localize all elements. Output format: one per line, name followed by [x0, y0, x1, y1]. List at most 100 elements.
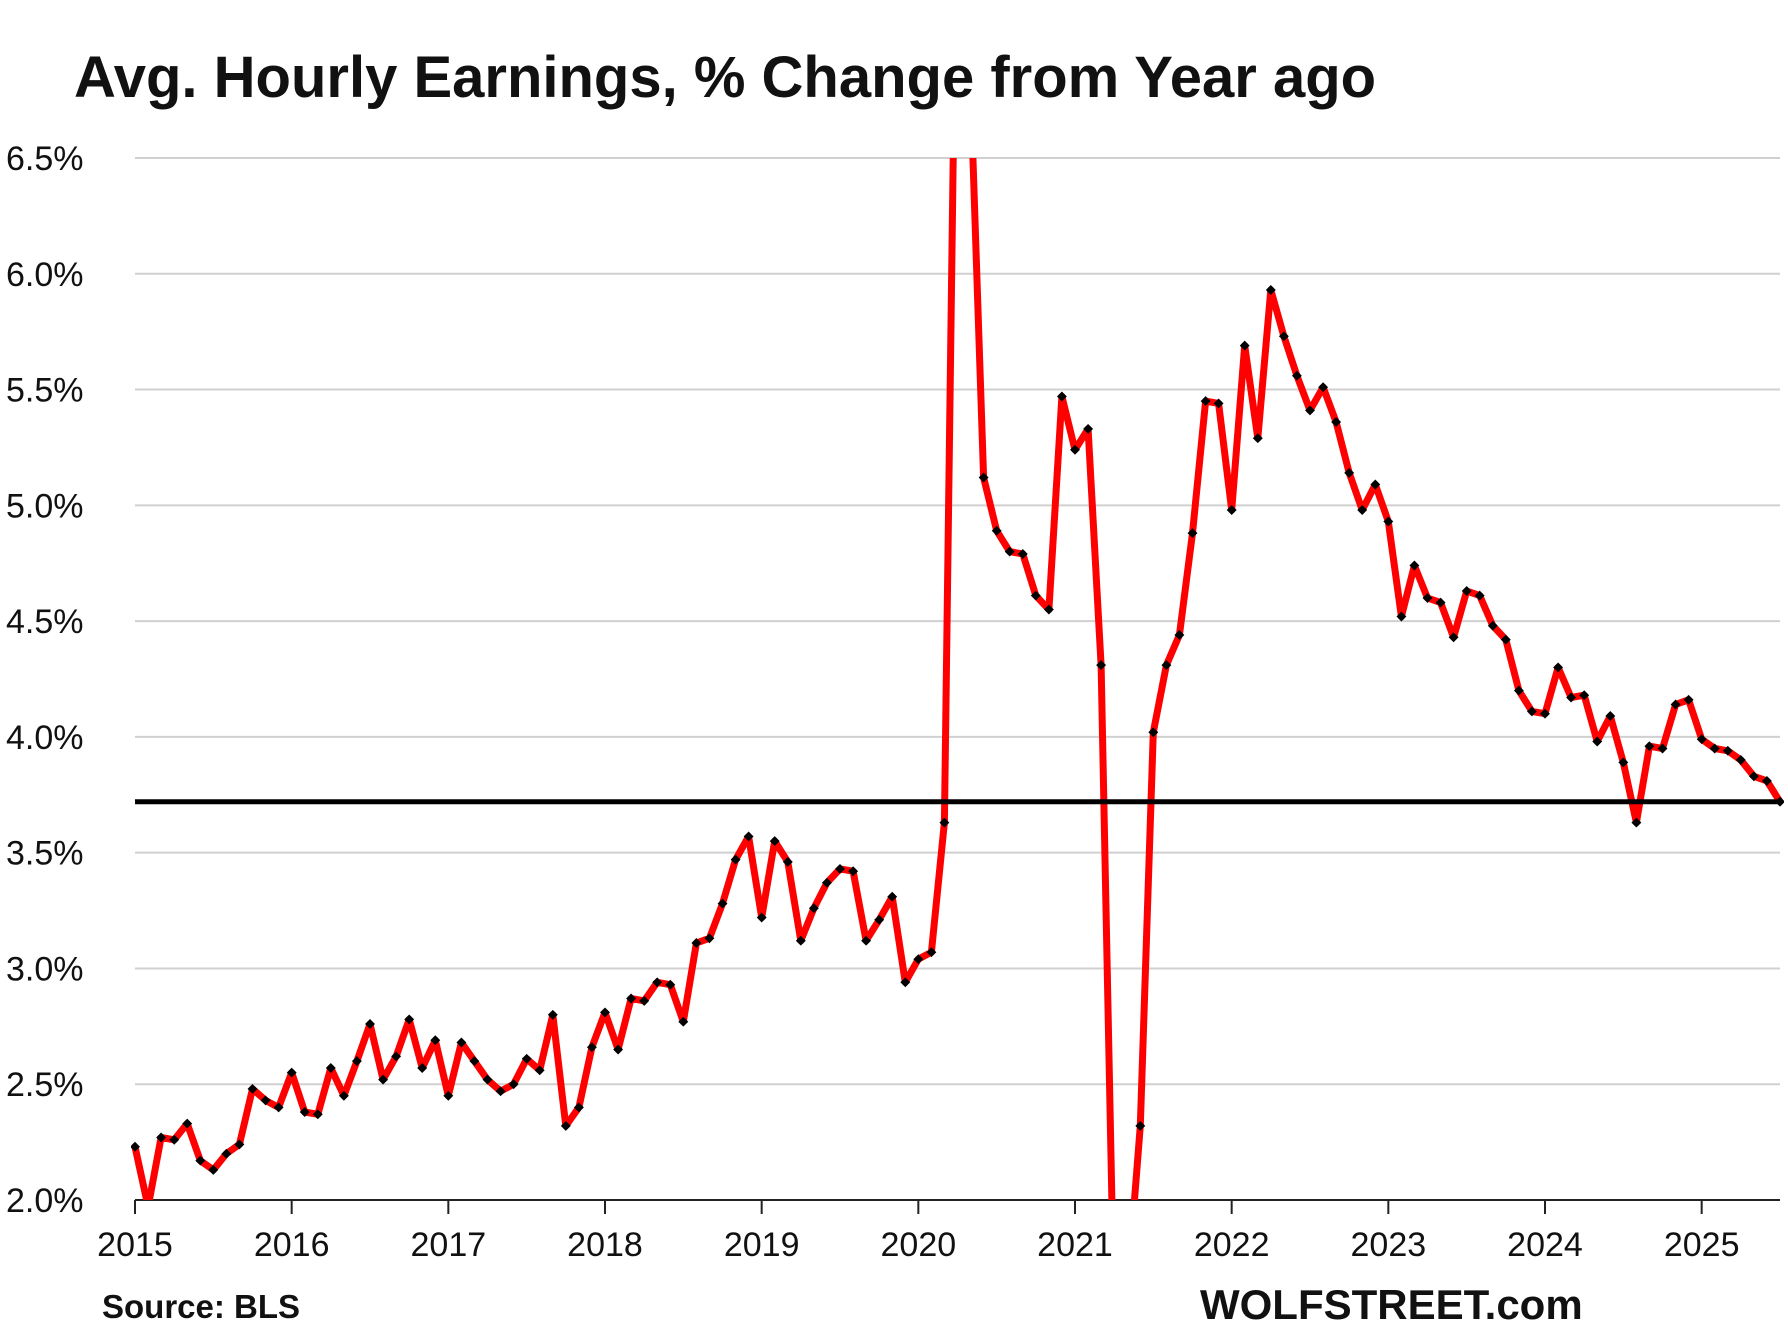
- data-point: [966, 84, 976, 94]
- data-point: [704, 933, 715, 944]
- data-point: [1017, 549, 1028, 559]
- data-point: [156, 1132, 167, 1143]
- data-point: [325, 1063, 336, 1073]
- data-point: [900, 977, 911, 988]
- data-point: [391, 1051, 402, 1062]
- data-point: [1187, 528, 1198, 539]
- data-point: [1644, 741, 1655, 752]
- data-point: [508, 1079, 519, 1090]
- data-point: [1657, 743, 1668, 754]
- data-point: [1748, 771, 1759, 782]
- data-point: [991, 525, 1002, 536]
- data-point: [534, 1065, 545, 1076]
- data-point: [1396, 611, 1407, 622]
- data-point: [756, 912, 767, 923]
- data-point: [1566, 692, 1577, 703]
- data-point: [874, 914, 885, 925]
- data-point: [782, 856, 793, 867]
- data-point: [1161, 660, 1172, 671]
- x-tick-label: 2020: [881, 1226, 957, 1264]
- data-point: [378, 1074, 389, 1085]
- data-point: [1148, 727, 1159, 738]
- data-point: [312, 1109, 323, 1120]
- x-tick-label: 2021: [1037, 1226, 1113, 1264]
- data-point: [1631, 817, 1642, 828]
- data-point: [1030, 590, 1041, 601]
- y-tick-label: 6.5%: [6, 140, 84, 178]
- data-point: [365, 1019, 375, 1029]
- data-point: [978, 472, 989, 483]
- x-tick-label: 2017: [411, 1226, 487, 1264]
- y-tick-label: 3.0%: [6, 950, 84, 988]
- data-point: [521, 1053, 532, 1064]
- data-point: [430, 1035, 441, 1046]
- data-point: [1357, 505, 1368, 515]
- y-tick-label: 5.5%: [6, 372, 84, 410]
- data-point: [456, 1037, 467, 1048]
- data-point: [182, 1118, 193, 1129]
- data-point: [600, 1007, 610, 1018]
- data-point: [613, 1044, 624, 1055]
- y-tick-label: 5.0%: [6, 487, 84, 525]
- data-point: [1579, 690, 1590, 701]
- data-point: [1761, 775, 1772, 786]
- data-point: [1500, 634, 1511, 645]
- data-point: [821, 877, 832, 888]
- data-point: [208, 1164, 219, 1175]
- data-point: [639, 995, 650, 1006]
- data-point: [495, 1086, 506, 1097]
- x-tick-label: 2023: [1351, 1226, 1427, 1264]
- data-point: [1070, 444, 1080, 455]
- data-point: [939, 817, 950, 828]
- data-point: [221, 1148, 232, 1159]
- data-point: [195, 1155, 206, 1166]
- x-tick-label: 2015: [97, 1226, 173, 1264]
- data-point: [1605, 711, 1616, 721]
- data-point: [1122, 1288, 1132, 1298]
- data-point: [665, 979, 676, 990]
- brand-label: WOLFSTREET.com: [1200, 1281, 1583, 1328]
- data-point: [1670, 699, 1681, 710]
- data-point: [1683, 694, 1694, 705]
- data-point: [260, 1095, 271, 1106]
- data-point: [1305, 405, 1315, 416]
- x-tick-label: 2018: [567, 1226, 643, 1264]
- data-point: [887, 891, 898, 902]
- data-point: [743, 831, 754, 842]
- y-tick-label: 4.5%: [6, 603, 84, 641]
- x-tick-label: 2022: [1194, 1226, 1270, 1264]
- data-point: [626, 993, 637, 1004]
- data-point: [1383, 516, 1394, 527]
- data-point: [299, 1107, 310, 1117]
- data-point: [1735, 755, 1746, 765]
- data-point: [1083, 423, 1094, 434]
- data-point: [1722, 745, 1733, 756]
- data-point: [1618, 757, 1629, 768]
- data-point: [586, 1042, 597, 1053]
- data-point: [926, 947, 937, 958]
- data-point: [1513, 685, 1524, 696]
- y-tick-label: 3.5%: [6, 835, 84, 873]
- data-point: [169, 1134, 180, 1145]
- data-point: [1004, 546, 1015, 557]
- data-point: [652, 977, 663, 988]
- data-point: [1278, 331, 1289, 342]
- data-point: [1422, 593, 1433, 603]
- data-point: [131, 1141, 140, 1152]
- data-point: [1461, 586, 1472, 596]
- x-tick-label: 2024: [1507, 1226, 1583, 1264]
- x-tick-label: 2016: [254, 1226, 330, 1264]
- data-point: [286, 1067, 297, 1078]
- data-point: [1226, 505, 1237, 515]
- data-point: [1109, 1311, 1119, 1321]
- x-tick-label: 2019: [724, 1226, 800, 1264]
- data-point: [247, 1083, 258, 1094]
- data-point: [1331, 417, 1342, 427]
- data-point: [1174, 630, 1185, 640]
- data-point: [1265, 285, 1276, 295]
- data-point: [560, 1120, 571, 1131]
- data-point: [469, 1056, 480, 1067]
- data-point: [1409, 560, 1420, 571]
- data-point: [1474, 590, 1485, 601]
